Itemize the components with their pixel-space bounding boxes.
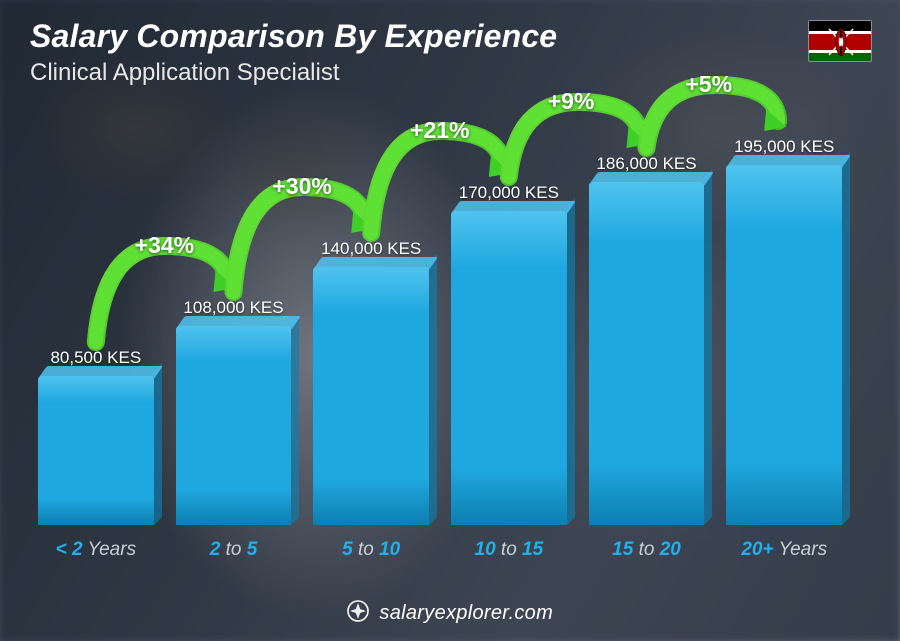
x-axis-label: 10 to 15 [451,539,567,561]
x-axis-label: < 2 Years [38,539,154,561]
site-name: salaryexplorer.com [379,602,553,624]
bar-col-4: 186,000 KES [589,154,705,525]
bar-col-0: 80,500 KES [38,348,154,525]
page-title: Salary Comparison By Experience [30,18,870,55]
bar-value-label: 140,000 KES [321,239,421,259]
x-axis-label: 20+ Years [726,539,842,561]
bar-value-label: 108,000 KES [183,298,283,318]
bar [313,267,429,525]
compass-icon [347,600,369,627]
bar [176,326,292,525]
x-axis-label: 2 to 5 [176,539,292,561]
increment-badge: +21% [410,117,469,144]
bar-value-label: 80,500 KES [50,348,141,368]
flag-kenya-icon [808,20,872,62]
bar [38,376,154,525]
increment-badge: +9% [548,88,595,115]
page-subtitle: Clinical Application Specialist [30,59,870,87]
bar [726,165,842,525]
increment-badge: +5% [685,71,732,98]
header: Salary Comparison By Experience Clinical… [30,18,870,87]
bar-value-label: 186,000 KES [596,154,696,174]
bar-col-1: 108,000 KES [176,298,292,525]
x-axis-label: 5 to 10 [313,539,429,561]
bar [589,182,705,525]
bar-value-label: 195,000 KES [734,137,834,157]
bar-col-5: 195,000 KES [726,137,842,525]
bar-chart: 80,500 KES 108,000 KES 140,000 KES 170,000 … [38,110,842,561]
increment-badge: +34% [135,232,194,259]
bar [451,211,567,525]
x-axis-label: 15 to 20 [589,539,705,561]
bar-col-2: 140,000 KES [313,239,429,525]
bar-value-label: 170,000 KES [459,183,559,203]
bar-col-3: 170,000 KES [451,183,567,525]
footer: salaryexplorer.com [0,600,900,627]
increment-badge: +30% [272,173,331,200]
